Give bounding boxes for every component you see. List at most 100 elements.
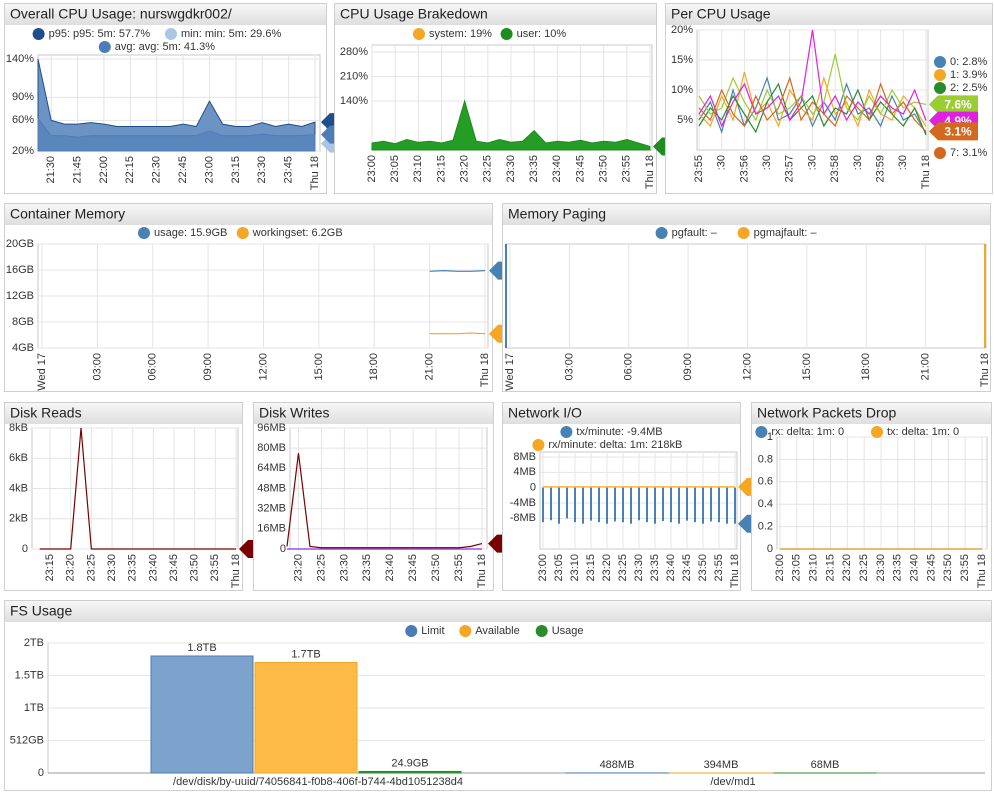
legend-swatch: [98, 41, 111, 53]
x-tick-label: 23:35: [649, 554, 661, 582]
y-tick-label: 20%: [671, 24, 693, 36]
panel-header: [254, 403, 493, 424]
legend-label: 2: 2.5%: [950, 82, 988, 94]
x-tick-label: 23:59: [875, 155, 887, 183]
y-tick-label: 15%: [671, 54, 693, 66]
x-tick-label: 21:00: [424, 353, 436, 381]
x-tick-label: 23:15: [435, 155, 447, 183]
y-tick-label: 4GB: [12, 342, 34, 354]
legend-label: pgmajfault: –: [754, 227, 818, 239]
legend-label: 7: 3.1%: [950, 147, 988, 159]
legend-label: avg: avg: 5m: 41.3%: [115, 41, 215, 53]
bar: [718, 487, 720, 523]
panel-title: Memory Paging: [508, 206, 606, 222]
x-tick-label: 23:58: [829, 155, 841, 183]
x-tick-label: 12:00: [741, 353, 753, 381]
x-tick-label: 03:00: [563, 353, 575, 381]
legend-swatch: [413, 28, 425, 40]
x-tick-label: 23:45: [283, 156, 295, 184]
x-tick-label: 23:45: [681, 554, 693, 582]
y-tick-label: 60%: [12, 114, 34, 126]
legend-label: pgfault: –: [672, 227, 718, 239]
x-tick-label: 23:15: [824, 554, 836, 582]
legend-label: Limit: [421, 625, 444, 637]
legend-label: usage: 15.9GB: [154, 227, 227, 239]
bar: [358, 770, 462, 774]
series-line: [698, 53, 927, 122]
bar: [702, 487, 704, 524]
panel-title: Disk Writes: [259, 405, 330, 421]
y-tick-label: 0.8: [758, 453, 773, 465]
x-tick-label: Thu 18: [979, 353, 991, 387]
x-tick-label: /dev/md1: [710, 776, 755, 788]
bar: [654, 487, 656, 524]
y-tick-label: 16GB: [6, 264, 34, 276]
x-tick-label: 23:05: [553, 554, 565, 582]
y-tick-label: 48MB: [257, 482, 286, 494]
x-tick-label: 23:25: [85, 554, 97, 582]
y-tick-label: 0: [280, 543, 286, 555]
series-line: [429, 332, 486, 335]
x-tick-label: 23:50: [430, 554, 442, 582]
series-line: [698, 82, 927, 136]
x-tick-label: 23:25: [617, 554, 629, 582]
panel-header: [752, 403, 991, 424]
x-tick-label: 23:15: [585, 554, 597, 582]
x-tick-label: 23:15: [230, 156, 242, 184]
y-tick-label: 5%: [677, 114, 693, 126]
y-tick-label: 280%: [340, 46, 368, 58]
legend-label: tx/minute: -9.4MB: [576, 426, 662, 438]
x-tick-label: 23:30: [875, 554, 887, 582]
legend-label: min: min: 5m: 29.6%: [181, 28, 281, 40]
legend-label: user: 10%: [517, 28, 567, 40]
x-tick-label: 23:55: [209, 554, 221, 582]
legend-swatch: [500, 28, 513, 40]
bar-value-label: 1.8TB: [187, 642, 216, 654]
y-tick-label: 96MB: [257, 422, 286, 434]
x-tick-label: 23:40: [665, 554, 677, 582]
y-tick-label: 20%: [12, 145, 34, 157]
x-tick-label: 09:00: [682, 353, 694, 381]
x-tick-label: 23:20: [841, 554, 853, 582]
legend-swatch: [737, 227, 750, 239]
x-tick-label: 23:55: [621, 155, 633, 183]
bar: [558, 487, 560, 524]
panel-title: Network Packets Drop: [757, 405, 896, 421]
legend-label: rx/minute: delta: 1m: 218kB: [548, 439, 682, 451]
x-tick-label: 23:30: [106, 554, 118, 582]
panel-header: [503, 403, 740, 424]
x-tick-label: 18:00: [368, 353, 380, 381]
legend-swatch: [459, 625, 472, 637]
panel-title: Container Memory: [10, 206, 125, 222]
x-tick-label: :30: [852, 155, 864, 170]
x-tick-label: 23:35: [528, 155, 540, 183]
series-area: [371, 99, 651, 151]
value-flag: [929, 95, 978, 114]
value-flag-label: 3.1%: [944, 125, 972, 139]
x-tick-label: Thu 18: [479, 353, 491, 387]
panel-header: [5, 601, 991, 622]
bar: [614, 487, 616, 522]
panel-header: [503, 204, 990, 225]
legend-label: rx: delta: 1m: 0: [771, 426, 844, 438]
bar: [726, 487, 728, 524]
x-tick-label: 23:00: [537, 554, 549, 582]
bar: [590, 487, 592, 521]
panel-title: Per CPU Usage: [671, 6, 771, 22]
series-line: [286, 453, 483, 549]
y-tick-label: 10%: [671, 84, 693, 96]
legend-label: tx: delta: 1m: 0: [887, 426, 959, 438]
y-tick-label: 4MB: [513, 466, 536, 478]
y-tick-label: 80MB: [257, 442, 286, 454]
y-tick-label: -4MB: [510, 497, 536, 509]
bar: [686, 487, 688, 521]
panel-header: [666, 4, 992, 25]
legend-swatch: [934, 147, 946, 159]
legend-swatch: [535, 625, 548, 637]
legend-label: system: 19%: [429, 28, 492, 40]
x-tick-label: 23:50: [598, 155, 610, 183]
x-tick-label: 23:15: [44, 554, 56, 582]
bar: [670, 487, 672, 523]
bar: [574, 487, 576, 523]
